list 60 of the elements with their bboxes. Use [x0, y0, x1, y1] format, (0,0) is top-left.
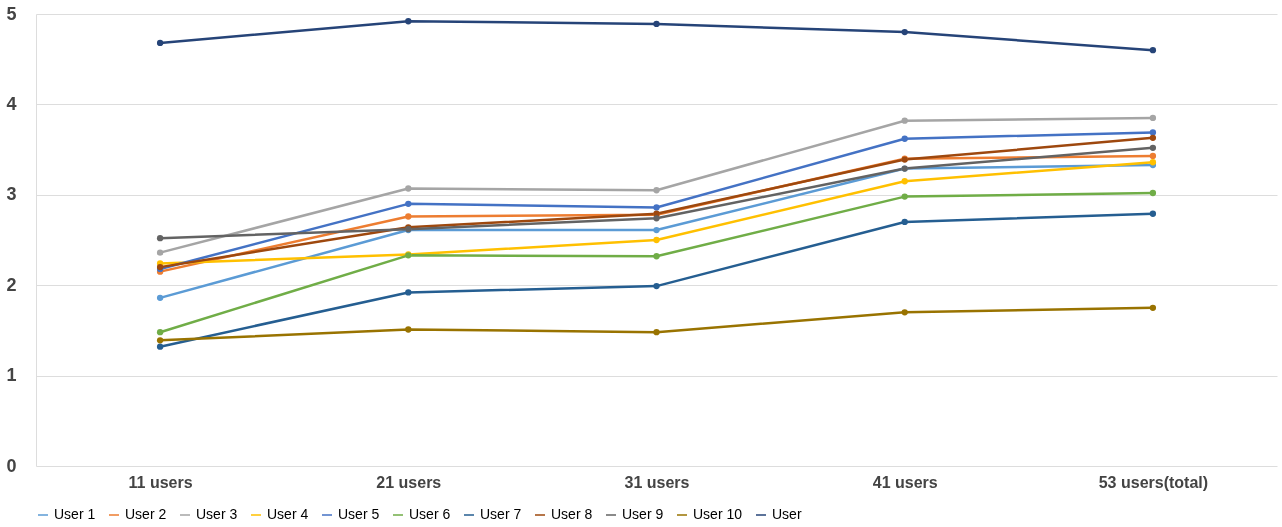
- point: [156, 235, 164, 242]
- point: [1149, 304, 1157, 311]
- legend-label: User 2: [125, 506, 167, 522]
- y-tick-label: 5: [6, 3, 17, 24]
- point: [405, 18, 412, 25]
- point: [1149, 134, 1157, 141]
- x-tick-label: 21 users: [376, 473, 442, 491]
- point: [653, 253, 660, 260]
- point: [653, 329, 660, 336]
- point: [653, 282, 660, 290]
- point: [901, 117, 908, 124]
- point: [901, 28, 908, 36]
- y-tick-label: 3: [6, 184, 17, 205]
- legend-label: User 1: [54, 506, 96, 522]
- point: [156, 294, 164, 302]
- point: [901, 309, 908, 316]
- legend-label: User 10: [693, 506, 743, 522]
- point: [653, 204, 660, 211]
- legend-label: User: [772, 506, 802, 522]
- point: [156, 343, 164, 350]
- x-tick-label: 41 users: [872, 473, 938, 491]
- x-tick-label: 11 users: [128, 473, 193, 491]
- legend-label: User 3: [196, 506, 238, 522]
- y-tick-label: 2: [6, 274, 17, 295]
- point: [1149, 129, 1157, 136]
- x-tick-label: 53 users(total): [1098, 473, 1209, 491]
- point: [405, 213, 412, 220]
- point: [405, 185, 412, 192]
- point: [405, 326, 412, 333]
- point: [653, 215, 660, 222]
- point: [653, 187, 660, 194]
- point: [405, 289, 412, 296]
- point: [1149, 47, 1157, 54]
- legend-label: User 4: [267, 506, 309, 522]
- point: [156, 249, 164, 256]
- legend-label: User 6: [409, 506, 451, 522]
- point: [901, 178, 908, 185]
- y-tick-label: 1: [6, 365, 17, 386]
- point: [1149, 189, 1157, 197]
- point: [901, 135, 908, 142]
- legend-label: User 9: [622, 506, 664, 522]
- legend-label: User 5: [338, 506, 380, 522]
- point: [156, 329, 164, 336]
- point: [405, 200, 412, 207]
- y-tick-label: 4: [6, 93, 17, 114]
- point: [653, 20, 660, 28]
- legend-label: User 8: [551, 506, 593, 522]
- point: [901, 193, 908, 200]
- point: [901, 218, 908, 226]
- point: [1149, 114, 1157, 122]
- y-tick-label: 0: [6, 455, 17, 476]
- point: [1149, 144, 1157, 151]
- point: [1149, 152, 1157, 160]
- point: [1149, 210, 1157, 217]
- point: [653, 226, 660, 234]
- point: [156, 39, 164, 47]
- point: [653, 236, 660, 244]
- x-tick-label: 31 users: [624, 473, 690, 491]
- point: [156, 337, 164, 344]
- legend-label: User 7: [480, 506, 522, 522]
